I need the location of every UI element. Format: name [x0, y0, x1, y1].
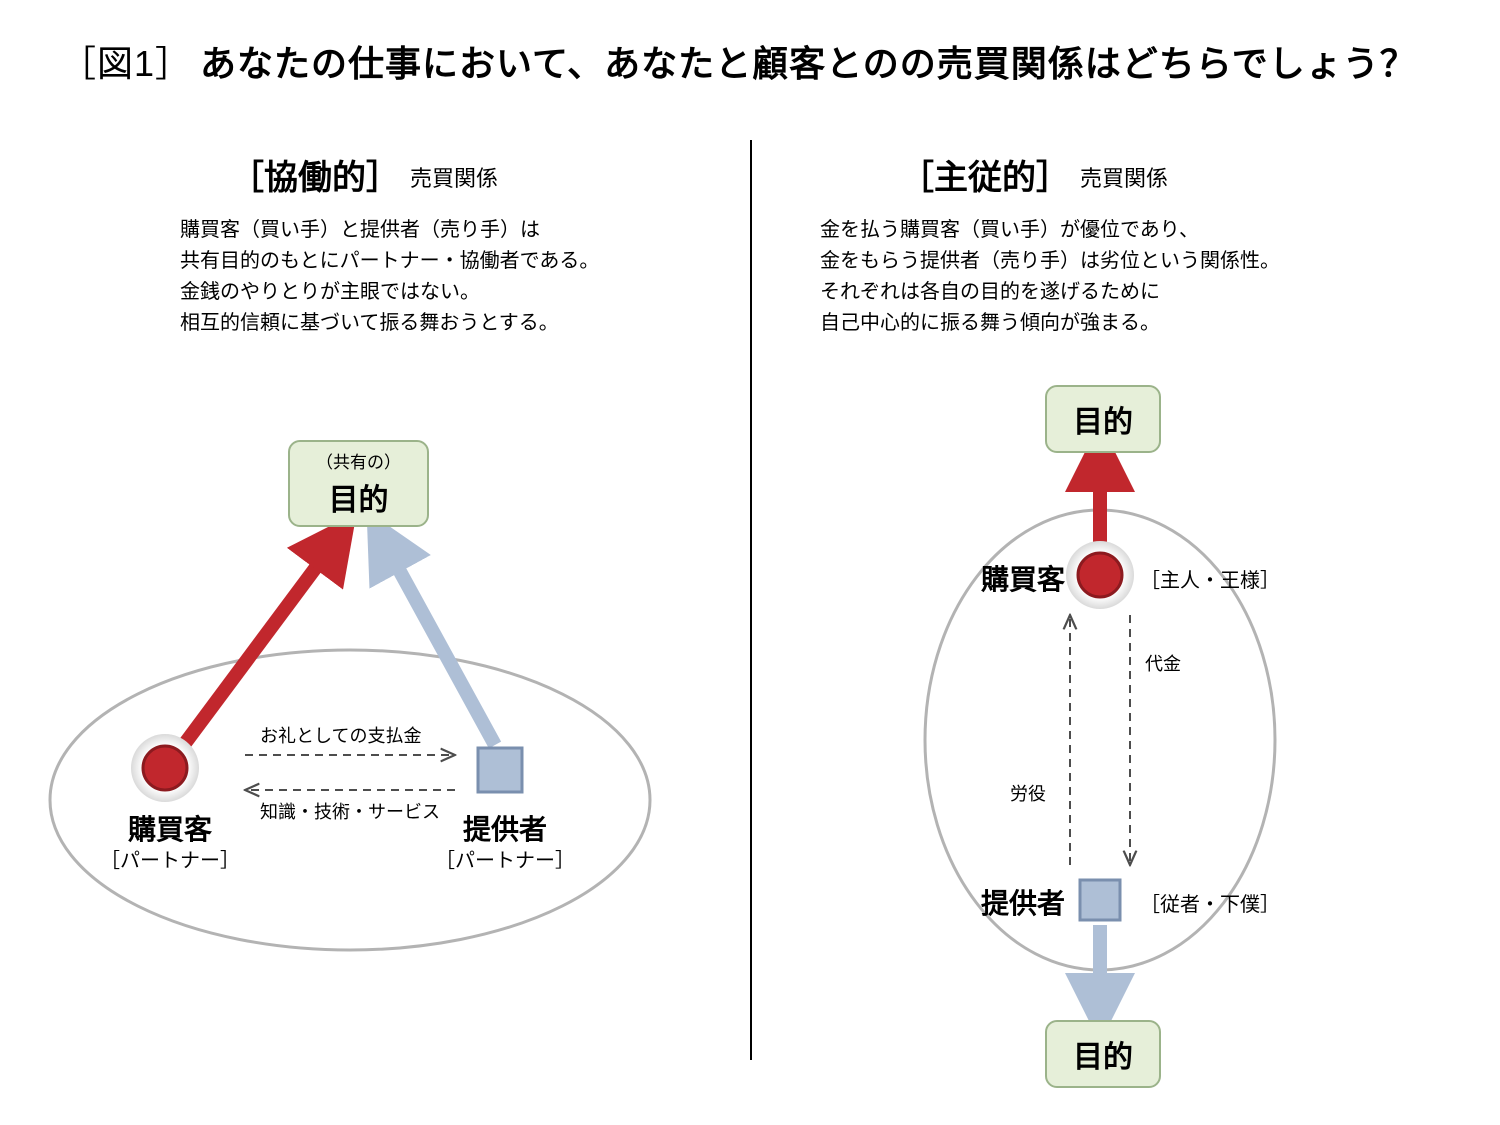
left-seller-label: 提供者	[430, 808, 580, 848]
right-goal-bottom-text: 目的	[1073, 1041, 1133, 1074]
left-exchange-top: お礼としての支払金	[260, 722, 421, 748]
left-buyer-label: 購買客	[95, 808, 245, 848]
right-buyer-label: 購買客	[915, 558, 1065, 598]
left-goal-big: 目的	[329, 484, 389, 517]
right-seller-label: 提供者	[915, 882, 1065, 922]
right-exchange-right: 代金	[1145, 650, 1181, 676]
left-seller-node	[478, 748, 522, 792]
right-buyer-node	[1078, 553, 1122, 597]
left-seller-role: ［パートナー］	[420, 844, 590, 873]
diagram-svg	[0, 0, 1500, 1125]
right-goal-top-text: 目的	[1073, 406, 1133, 439]
right-goal-top: 目的	[1045, 385, 1161, 453]
right-seller-role: ［従者・下僕］	[1140, 888, 1340, 917]
left-goal-box: （共有の） 目的	[288, 440, 429, 527]
left-goal-small: （共有の）	[316, 448, 401, 473]
left-arrow-blue	[380, 535, 495, 745]
right-goal-bottom: 目的	[1045, 1020, 1161, 1088]
left-exchange-bottom: 知識・技術・サービス	[260, 798, 440, 824]
right-exchange-left: 労役	[1010, 780, 1046, 806]
left-arrow-red	[180, 535, 340, 750]
left-buyer-node	[143, 746, 187, 790]
left-buyer-role: ［パートナー］	[85, 844, 255, 873]
right-seller-node	[1080, 880, 1120, 920]
right-buyer-role: ［主人・王様］	[1140, 564, 1340, 593]
